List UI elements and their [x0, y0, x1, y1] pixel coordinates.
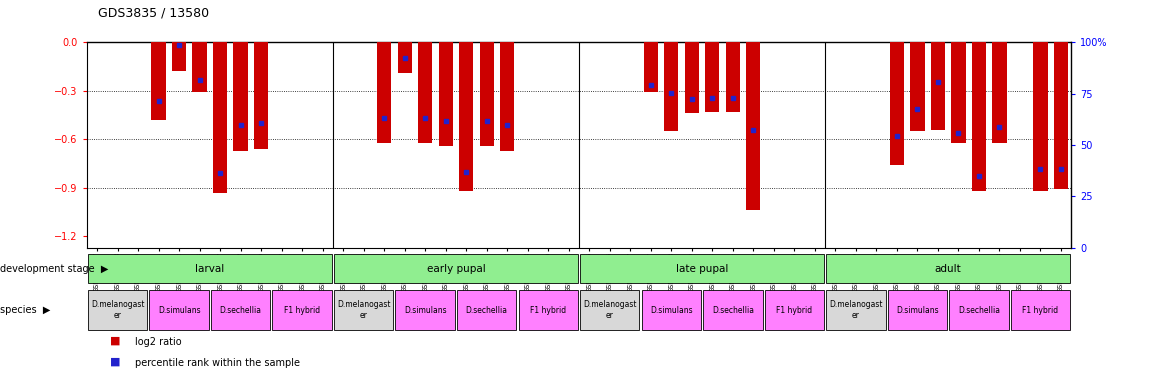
Bar: [664, 42, 679, 131]
Text: D.melanogast
er: D.melanogast er: [829, 300, 882, 320]
Text: D.simulans: D.simulans: [650, 306, 692, 314]
Bar: [972, 42, 987, 191]
Bar: [171, 42, 186, 71]
Text: F1 hybrid: F1 hybrid: [1023, 306, 1058, 314]
Bar: [500, 42, 514, 151]
Text: species  ▶: species ▶: [0, 305, 51, 315]
Bar: [192, 42, 207, 93]
Bar: [152, 42, 166, 120]
Bar: [826, 254, 1070, 283]
Bar: [272, 290, 332, 330]
Bar: [88, 290, 147, 330]
Text: percentile rank within the sample: percentile rank within the sample: [135, 358, 300, 368]
Bar: [459, 42, 474, 191]
Text: adult: adult: [935, 264, 961, 274]
Text: D.melanogast
er: D.melanogast er: [337, 300, 390, 320]
Text: F1 hybrid: F1 hybrid: [284, 306, 321, 314]
Bar: [439, 42, 453, 146]
Bar: [644, 42, 658, 93]
Bar: [1011, 290, 1070, 330]
Bar: [211, 290, 270, 330]
Bar: [396, 290, 455, 330]
Bar: [826, 290, 886, 330]
Text: ■: ■: [110, 336, 120, 346]
Text: log2 ratio: log2 ratio: [135, 337, 182, 347]
Bar: [88, 254, 332, 283]
Bar: [1033, 42, 1048, 191]
Bar: [580, 254, 824, 283]
Text: D.sechellia: D.sechellia: [712, 306, 754, 314]
Bar: [479, 42, 494, 146]
Bar: [888, 290, 947, 330]
Text: D.simulans: D.simulans: [896, 306, 939, 314]
Bar: [992, 42, 1006, 142]
Bar: [703, 290, 762, 330]
Bar: [334, 254, 578, 283]
Bar: [397, 42, 412, 73]
Bar: [149, 290, 208, 330]
Bar: [418, 42, 432, 142]
Bar: [951, 42, 966, 142]
Bar: [684, 42, 699, 113]
Text: F1 hybrid: F1 hybrid: [530, 306, 566, 314]
Bar: [642, 290, 701, 330]
Bar: [519, 290, 578, 330]
Text: early pupal: early pupal: [426, 264, 485, 274]
Text: D.sechellia: D.sechellia: [466, 306, 507, 314]
Text: late pupal: late pupal: [676, 264, 728, 274]
Bar: [726, 42, 740, 112]
Bar: [213, 42, 227, 193]
Bar: [910, 42, 924, 131]
Bar: [457, 290, 516, 330]
Bar: [764, 290, 824, 330]
Bar: [378, 42, 391, 142]
Bar: [580, 290, 639, 330]
Text: ■: ■: [110, 357, 120, 367]
Bar: [254, 42, 269, 149]
Text: D.melanogast
er: D.melanogast er: [90, 300, 145, 320]
Text: development stage  ▶: development stage ▶: [0, 264, 109, 274]
Bar: [234, 42, 248, 151]
Bar: [950, 290, 1009, 330]
Text: F1 hybrid: F1 hybrid: [776, 306, 813, 314]
Text: D.sechellia: D.sechellia: [220, 306, 262, 314]
Text: larval: larval: [196, 264, 225, 274]
Bar: [746, 42, 761, 210]
Text: GDS3835 / 13580: GDS3835 / 13580: [98, 6, 210, 19]
Text: D.simulans: D.simulans: [157, 306, 200, 314]
Bar: [334, 290, 394, 330]
Text: D.sechellia: D.sechellia: [958, 306, 999, 314]
Bar: [889, 42, 904, 165]
Bar: [705, 42, 719, 112]
Text: D.melanogast
er: D.melanogast er: [582, 300, 637, 320]
Bar: [1054, 42, 1068, 189]
Bar: [931, 42, 945, 129]
Text: D.simulans: D.simulans: [404, 306, 447, 314]
